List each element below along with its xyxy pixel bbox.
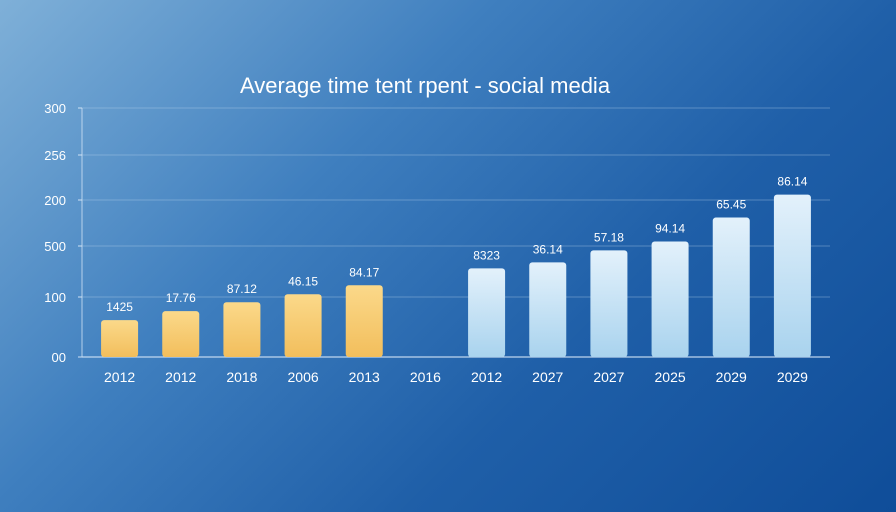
x-tick-label: 2025	[655, 369, 686, 385]
x-tick-label: 2012	[471, 369, 502, 385]
y-tick-label: 00	[52, 350, 66, 365]
x-tick-label: 2012	[104, 369, 135, 385]
chart-title: Average time tent rpent - social media	[240, 73, 611, 98]
y-tick-label: 300	[44, 101, 66, 116]
bar	[468, 268, 506, 357]
y-tick-label: 256	[44, 148, 66, 163]
bar	[773, 194, 811, 357]
x-tick-label: 2027	[593, 369, 624, 385]
y-tick-label: 200	[44, 193, 66, 208]
x-tick-label: 2012	[165, 369, 196, 385]
bar	[284, 294, 322, 357]
data-label: 17.76	[166, 291, 196, 305]
data-label: 36.14	[533, 242, 563, 256]
x-tick-label: 2029	[716, 369, 747, 385]
data-label: 57.18	[594, 230, 624, 244]
data-label: 1425	[106, 300, 133, 314]
bar	[590, 250, 628, 357]
x-tick-label: 2013	[349, 369, 380, 385]
bar	[651, 241, 689, 357]
bar	[712, 217, 750, 357]
x-tick-label: 2016	[410, 369, 441, 385]
data-label: 65.45	[716, 198, 746, 212]
data-label: 8323	[473, 248, 500, 262]
data-label: 84.17	[349, 265, 379, 279]
data-label: 46.15	[288, 274, 318, 288]
x-tick-label: 2027	[532, 369, 563, 385]
bar	[345, 285, 383, 357]
x-tick-label: 2006	[288, 369, 319, 385]
bar	[223, 302, 261, 357]
bar	[529, 262, 567, 357]
data-label: 94.14	[655, 221, 685, 235]
bar	[101, 320, 139, 357]
x-tick-label: 2018	[226, 369, 257, 385]
y-tick-label: 500	[44, 239, 66, 254]
bar	[162, 311, 200, 357]
data-label: 87.12	[227, 282, 257, 296]
data-label: 86.14	[777, 175, 807, 189]
y-tick-label: 100	[44, 290, 66, 305]
x-tick-label: 2029	[777, 369, 808, 385]
